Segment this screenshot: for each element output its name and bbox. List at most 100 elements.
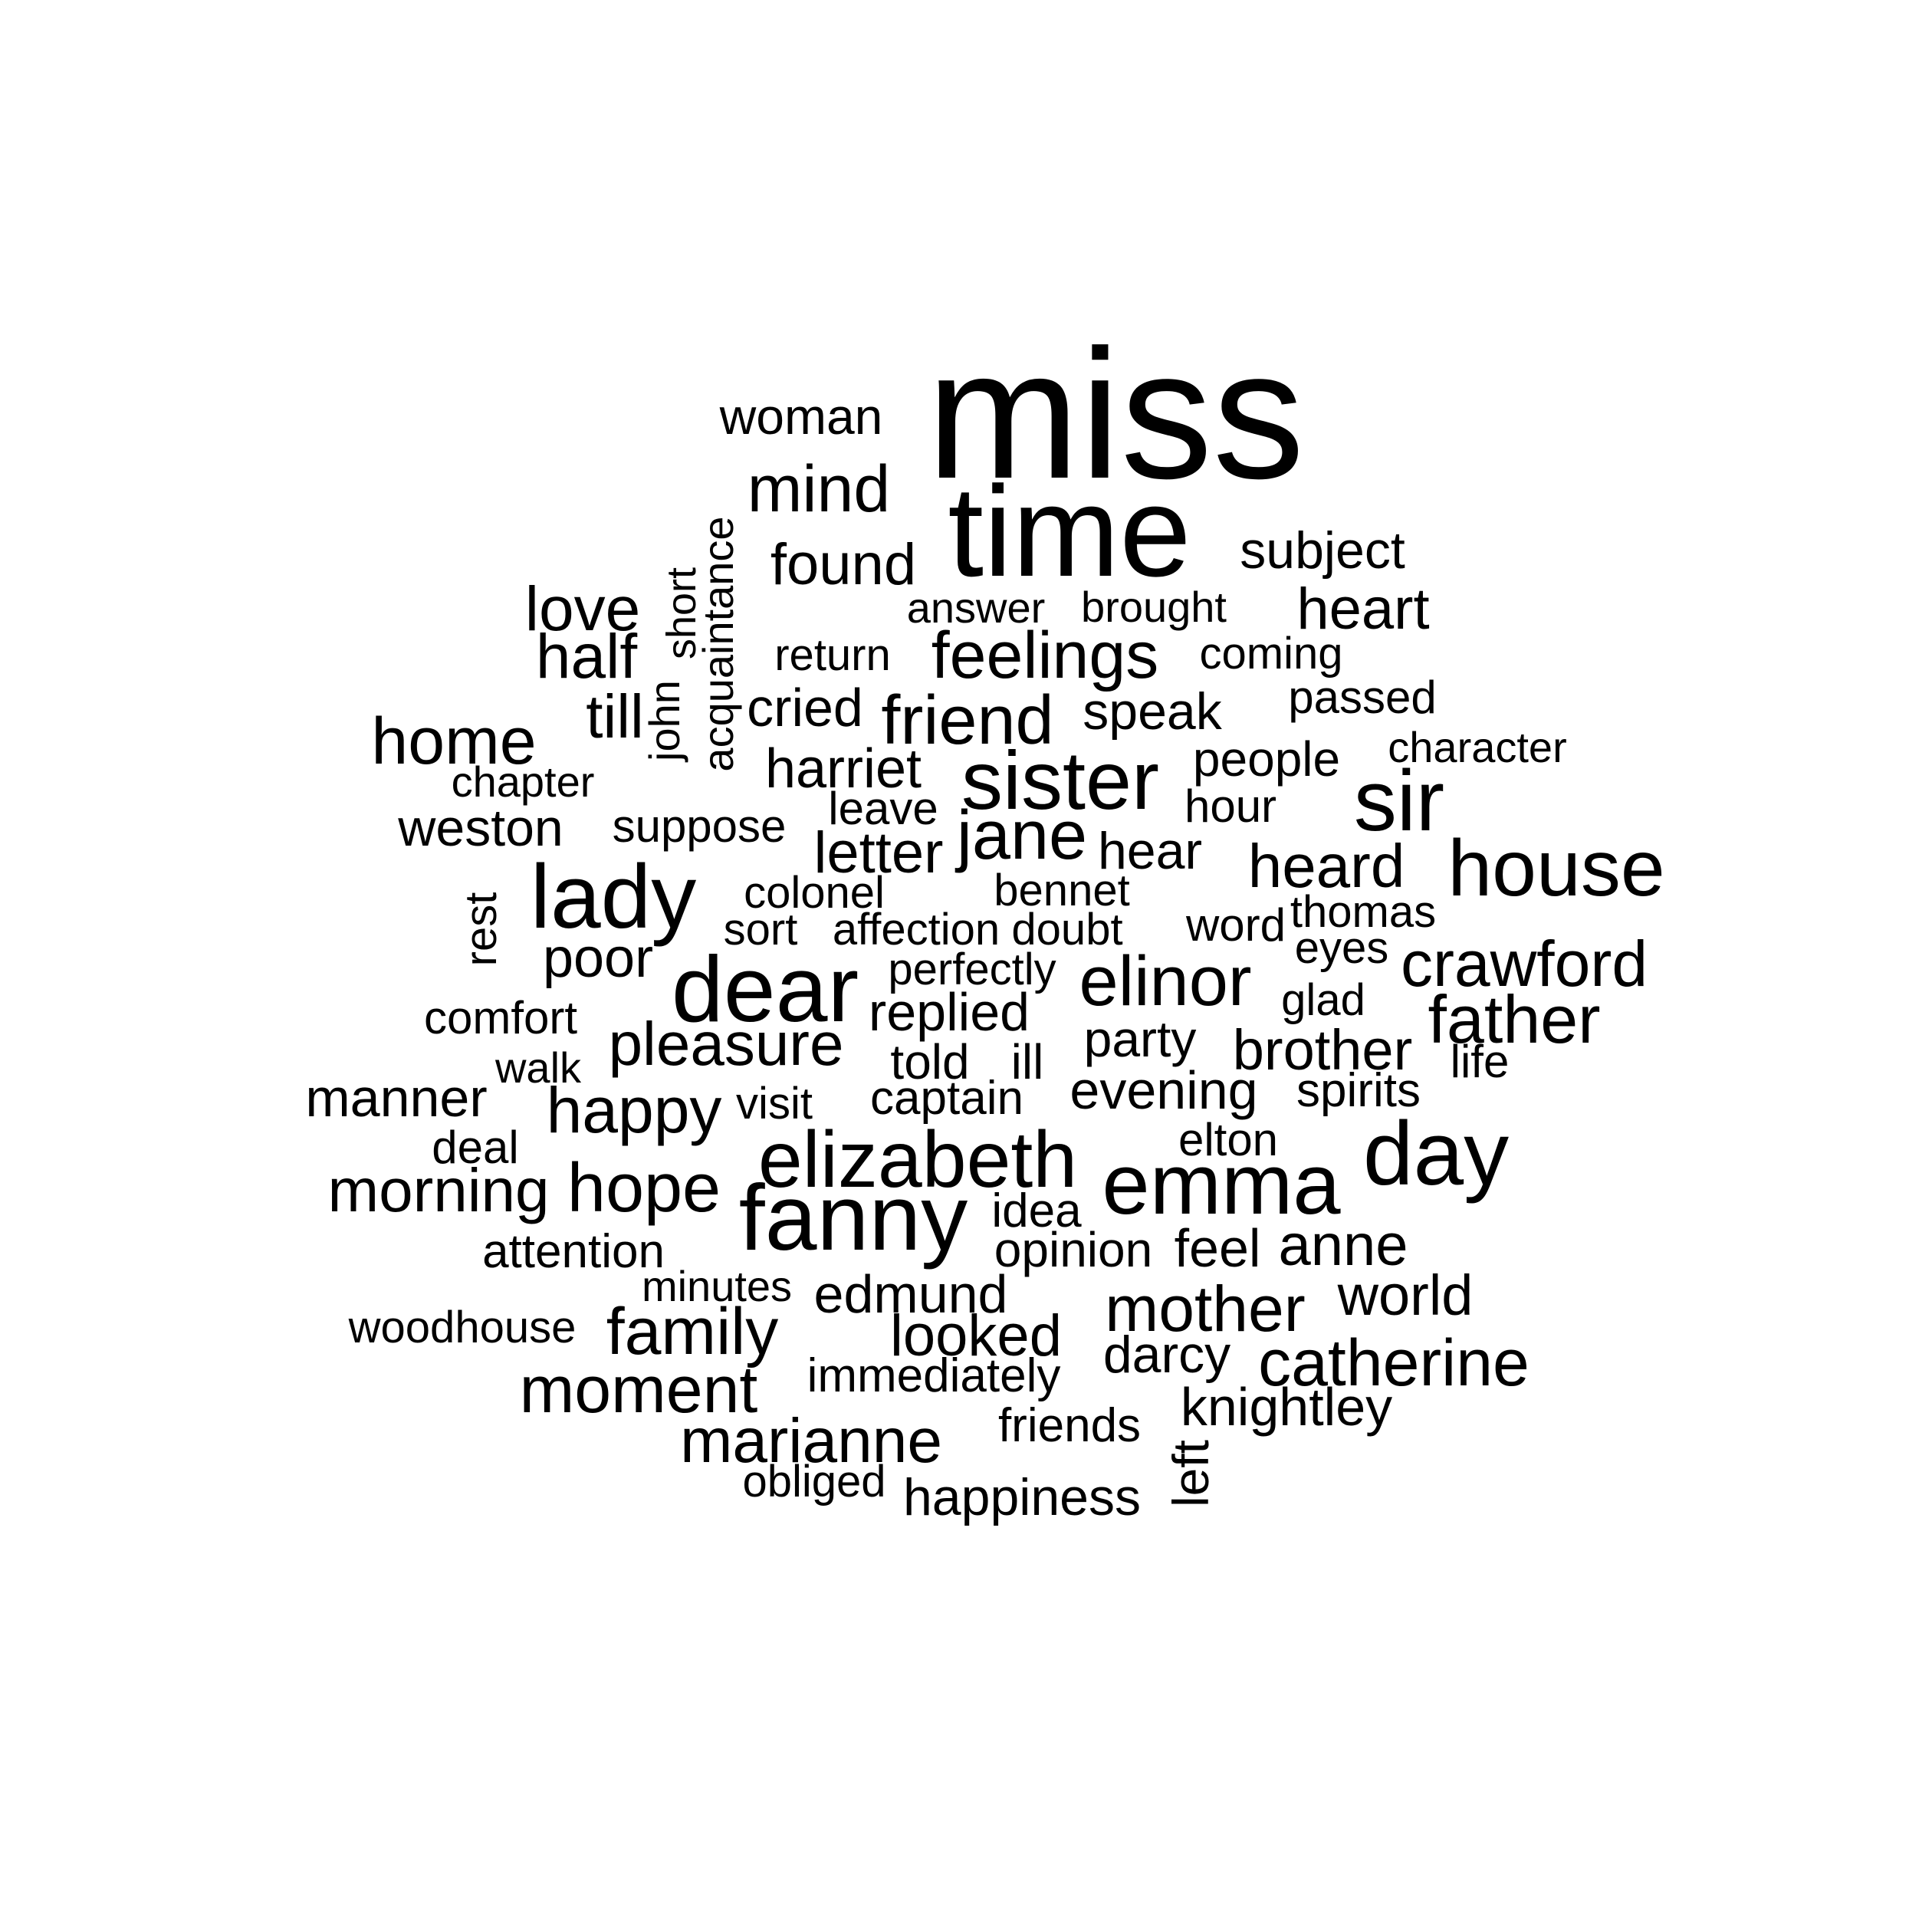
word-sister: sister (961, 734, 1160, 826)
word-feelings: feelings (931, 619, 1159, 692)
word-bennet: bennet (994, 866, 1130, 915)
word-chapter: chapter (451, 757, 595, 806)
word-party: party (1083, 1010, 1197, 1067)
word-woman: woman (719, 388, 883, 445)
word-time: time (948, 459, 1191, 603)
word-poor: poor (542, 928, 654, 989)
word-hope: hope (567, 1150, 721, 1227)
word-doubt: doubt (1011, 905, 1123, 955)
word-heard: heard (1247, 832, 1405, 900)
word-world: world (1337, 1263, 1474, 1327)
word-friends: friends (997, 1399, 1142, 1452)
word-darcy: darcy (1102, 1326, 1231, 1384)
word-spirits: spirits (1296, 1064, 1421, 1117)
word-visit: visit (736, 1079, 813, 1129)
word-minutes: minutes (641, 1262, 793, 1310)
word-brother: brother (1232, 1018, 1413, 1082)
word-answer: answer (906, 583, 1046, 632)
word-letter: letter (813, 820, 944, 886)
word-happy: happy (546, 1074, 722, 1146)
word-looked: looked (890, 1303, 1062, 1368)
word-found: found (770, 532, 917, 597)
word-attention: attention (482, 1225, 665, 1278)
word-manner: manner (305, 1068, 488, 1128)
word-mind: mind (747, 452, 891, 526)
word-moment: moment (519, 1353, 758, 1427)
word-till: till (586, 682, 644, 751)
word-rest: rest (456, 892, 506, 967)
word-passed: passed (1288, 672, 1437, 723)
word-knightley: knightley (1180, 1377, 1393, 1437)
word-miss: miss (926, 311, 1305, 517)
word-house: house (1447, 824, 1665, 913)
word-people: people (1192, 731, 1341, 787)
word-day: day (1362, 1103, 1510, 1204)
word-word: word (1185, 899, 1286, 951)
word-harriet: harriet (764, 738, 922, 800)
word-leave: leave (828, 783, 938, 834)
word-happiness: happiness (902, 1468, 1142, 1526)
word-jane: jane (956, 797, 1088, 874)
word-woodhouse: woodhouse (348, 1303, 577, 1352)
word-hour: hour (1184, 780, 1277, 832)
word-dear: dear (671, 937, 859, 1041)
word-return: return (774, 630, 891, 680)
word-deal: deal (432, 1122, 519, 1173)
word-sir: sir (1353, 753, 1445, 849)
word-ill: ill (1010, 1034, 1044, 1089)
word-pleasure: pleasure (608, 1010, 844, 1078)
word-catherine: catherine (1258, 1326, 1530, 1400)
word-john: john (640, 680, 688, 761)
word-eyes: eyes (1294, 923, 1389, 973)
word-brought: brought (1081, 583, 1227, 631)
word-speak: speak (1083, 682, 1222, 741)
word-weston: weston (398, 799, 564, 857)
word-home: home (371, 705, 537, 778)
word-father: father (1428, 981, 1601, 1057)
word-evening: evening (1070, 1060, 1258, 1120)
word-edmund: edmund (813, 1264, 1008, 1324)
word-coming: coming (1199, 629, 1343, 678)
word-life: life (1450, 1036, 1510, 1087)
word-comfort: comfort (423, 992, 578, 1043)
word-elton: elton (1178, 1114, 1279, 1165)
word-anne: anne (1278, 1213, 1408, 1278)
word-left: left (1162, 1439, 1219, 1508)
word-subject: subject (1240, 521, 1405, 580)
word-walk: walk (495, 1043, 582, 1092)
word-told: told (890, 1034, 970, 1089)
word-immediately: immediately (807, 1349, 1061, 1402)
word-elizabeth: elizabeth (757, 1116, 1078, 1204)
word-idea: idea (991, 1184, 1082, 1237)
word-love: love (524, 574, 641, 644)
word-perfectly: perfectly (888, 945, 1056, 994)
word-family: family (606, 1295, 779, 1368)
word-opinion: opinion (994, 1222, 1153, 1277)
word-mother: mother (1105, 1273, 1306, 1345)
word-fanny: fanny (738, 1165, 968, 1270)
word-hear: hear (1097, 822, 1203, 880)
word-cried: cried (747, 678, 863, 738)
word-elinor: elinor (1079, 942, 1252, 1020)
word-short: short (659, 567, 705, 660)
word-colonel: colonel (744, 868, 885, 918)
word-affection: affection (832, 905, 1001, 955)
word-suppose: suppose (612, 800, 787, 852)
word-obliged: obliged (742, 1457, 886, 1506)
word-marianne: marianne (680, 1406, 942, 1476)
word-lady: lady (530, 846, 697, 948)
word-sort: sort (723, 905, 798, 955)
word-half: half (535, 622, 638, 692)
word-captain: captain (870, 1072, 1024, 1125)
word-morning: morning (327, 1156, 550, 1224)
word-character: character (1388, 723, 1567, 771)
word-crawford: crawford (1400, 928, 1648, 1000)
word-friend: friend (881, 682, 1054, 759)
word-replied: replied (868, 982, 1030, 1042)
word-emma: emma (1102, 1136, 1341, 1232)
word-feel: feel (1174, 1218, 1261, 1278)
word-thomas: thomas (1290, 887, 1437, 937)
word-glad: glad (1281, 975, 1365, 1025)
word-heart: heart (1296, 577, 1430, 642)
